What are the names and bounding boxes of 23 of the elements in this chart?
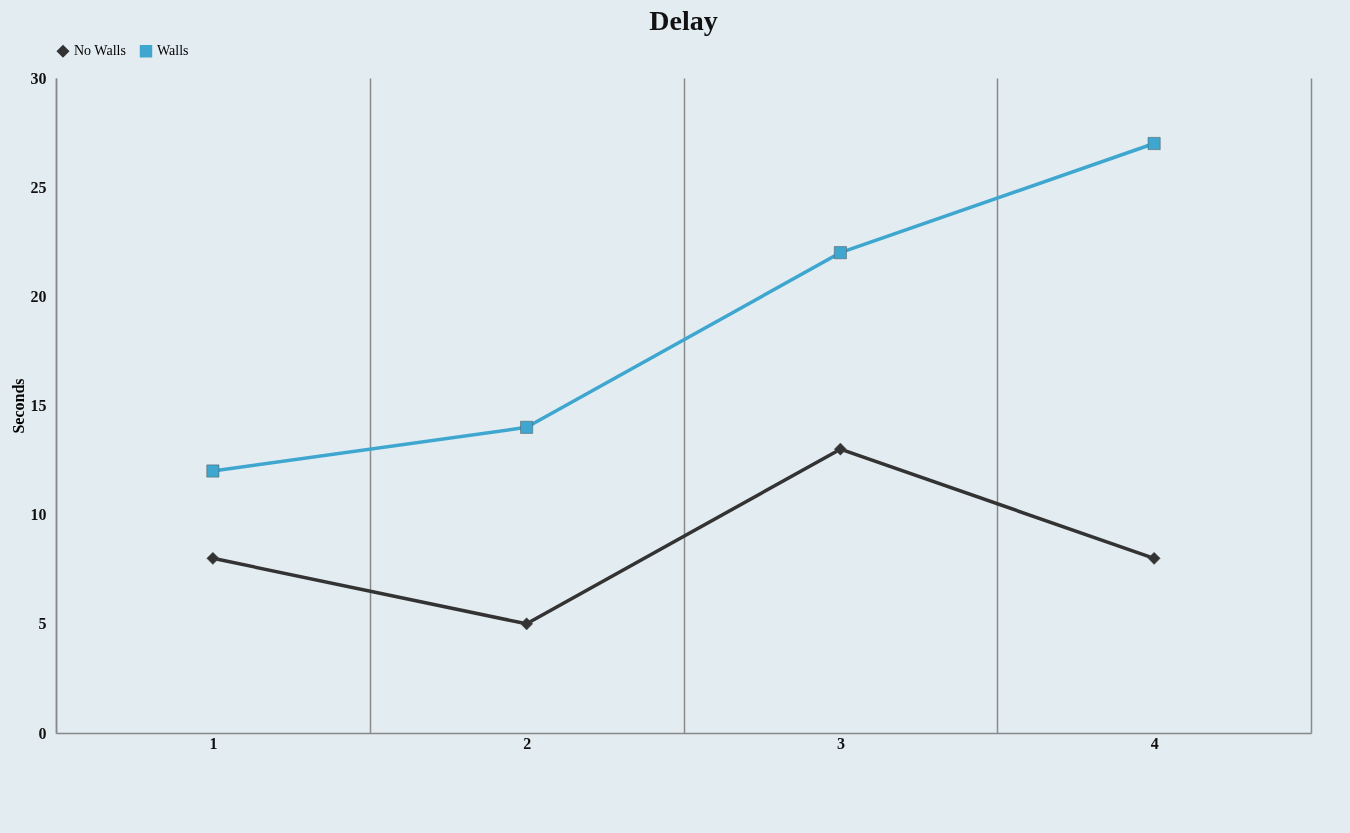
- x-tick-label: 2: [523, 734, 532, 752]
- point: [1147, 551, 1161, 565]
- legend-label: Walls: [157, 43, 189, 59]
- x-tick-label: 3: [836, 734, 845, 752]
- y-tick-label: 25: [30, 178, 47, 196]
- y-tick-label: 20: [30, 287, 47, 305]
- point: [834, 246, 847, 260]
- x-tick-label: 4: [1150, 734, 1159, 752]
- y-tick-label: 5: [38, 615, 47, 633]
- point: [1147, 137, 1161, 150]
- x-tick-label: 1: [209, 734, 218, 752]
- point: [520, 420, 533, 434]
- point: [206, 464, 220, 478]
- y-tick-label: 10: [30, 506, 47, 524]
- y-axis-title: Seconds: [9, 378, 27, 434]
- point: [206, 551, 220, 565]
- point: [834, 442, 847, 456]
- y-tick-label: 0: [38, 724, 47, 742]
- legend-label: No Walls: [74, 43, 126, 59]
- y-tick-label: 30: [30, 69, 47, 87]
- chart-title: Delay: [649, 5, 718, 36]
- point: [520, 617, 533, 631]
- y-tick-label: 15: [30, 397, 47, 414]
